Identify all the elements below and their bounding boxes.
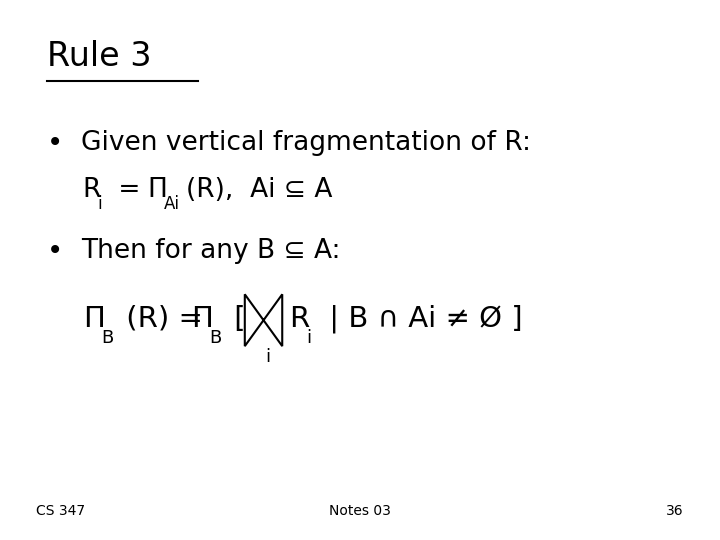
Text: Π: Π: [191, 305, 212, 333]
Text: 36: 36: [667, 504, 684, 518]
Text: [: [: [225, 305, 246, 333]
Text: Π: Π: [148, 177, 168, 203]
Text: i: i: [307, 329, 312, 347]
Text: CS 347: CS 347: [36, 504, 85, 518]
Text: i: i: [97, 195, 102, 213]
Text: Ai: Ai: [163, 195, 179, 213]
Text: R: R: [83, 177, 102, 203]
Text: Π: Π: [83, 305, 104, 333]
Text: B: B: [101, 329, 113, 347]
Text: (R) =: (R) =: [117, 305, 212, 333]
Text: B: B: [209, 329, 221, 347]
Text: Rule 3: Rule 3: [47, 40, 151, 73]
Text: •: •: [47, 237, 63, 265]
Text: i: i: [265, 348, 270, 366]
Text: R: R: [289, 305, 310, 333]
Text: Then for any B ⊆ A:: Then for any B ⊆ A:: [81, 238, 341, 264]
Text: Given vertical fragmentation of R:: Given vertical fragmentation of R:: [81, 130, 531, 156]
Text: (R),  Ai ⊆ A: (R), Ai ⊆ A: [186, 177, 333, 203]
Text: =: =: [110, 177, 149, 203]
Text: | B ∩ Ai ≠ Ø ]: | B ∩ Ai ≠ Ø ]: [320, 305, 522, 333]
Text: Notes 03: Notes 03: [329, 504, 391, 518]
Text: •: •: [47, 129, 63, 157]
